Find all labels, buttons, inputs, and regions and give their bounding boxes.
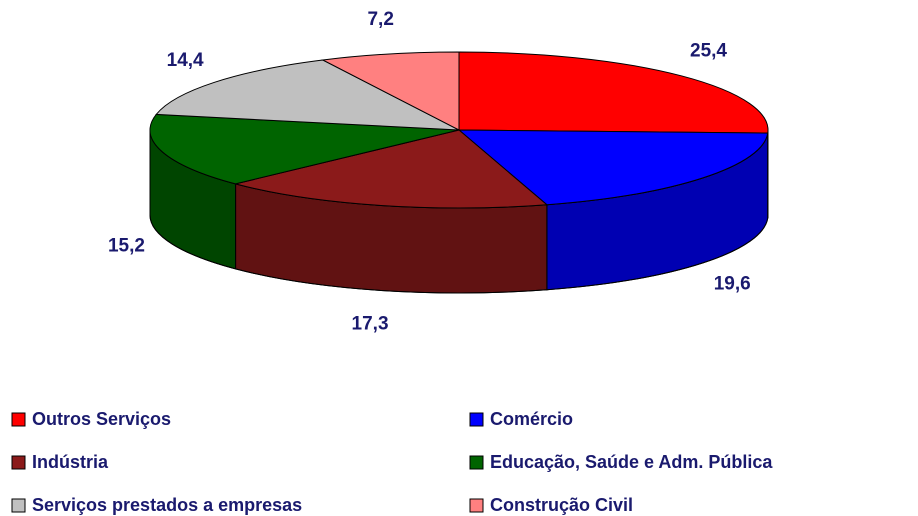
legend-swatch bbox=[469, 455, 484, 470]
legend-label: Educação, Saúde e Adm. Pública bbox=[490, 452, 773, 472]
slice bbox=[458, 51, 769, 134]
slice bbox=[235, 129, 549, 209]
legend-label: Outros Serviços bbox=[32, 409, 171, 429]
value-label: 19,6 bbox=[714, 273, 751, 294]
legend-label: Construção Civil bbox=[490, 495, 633, 515]
slice bbox=[155, 59, 460, 131]
value-label: 7,2 bbox=[367, 9, 393, 30]
legend-label: Indústria bbox=[32, 452, 109, 472]
legend-label: Comércio bbox=[490, 409, 573, 429]
legend-swatch bbox=[469, 498, 484, 513]
value-label: 25,4 bbox=[690, 41, 727, 62]
legend-label: Serviços prestados a empresas bbox=[32, 495, 302, 515]
value-label: 17,3 bbox=[352, 313, 389, 334]
slice bbox=[457, 129, 769, 206]
legend-swatch bbox=[11, 455, 26, 470]
slice bbox=[321, 51, 460, 131]
legend-swatch bbox=[11, 498, 26, 513]
legend-swatch bbox=[11, 412, 26, 427]
legend-swatch bbox=[469, 412, 484, 427]
slice bbox=[149, 113, 460, 185]
value-label: 14,4 bbox=[167, 50, 204, 71]
value-label: 15,2 bbox=[108, 235, 145, 256]
